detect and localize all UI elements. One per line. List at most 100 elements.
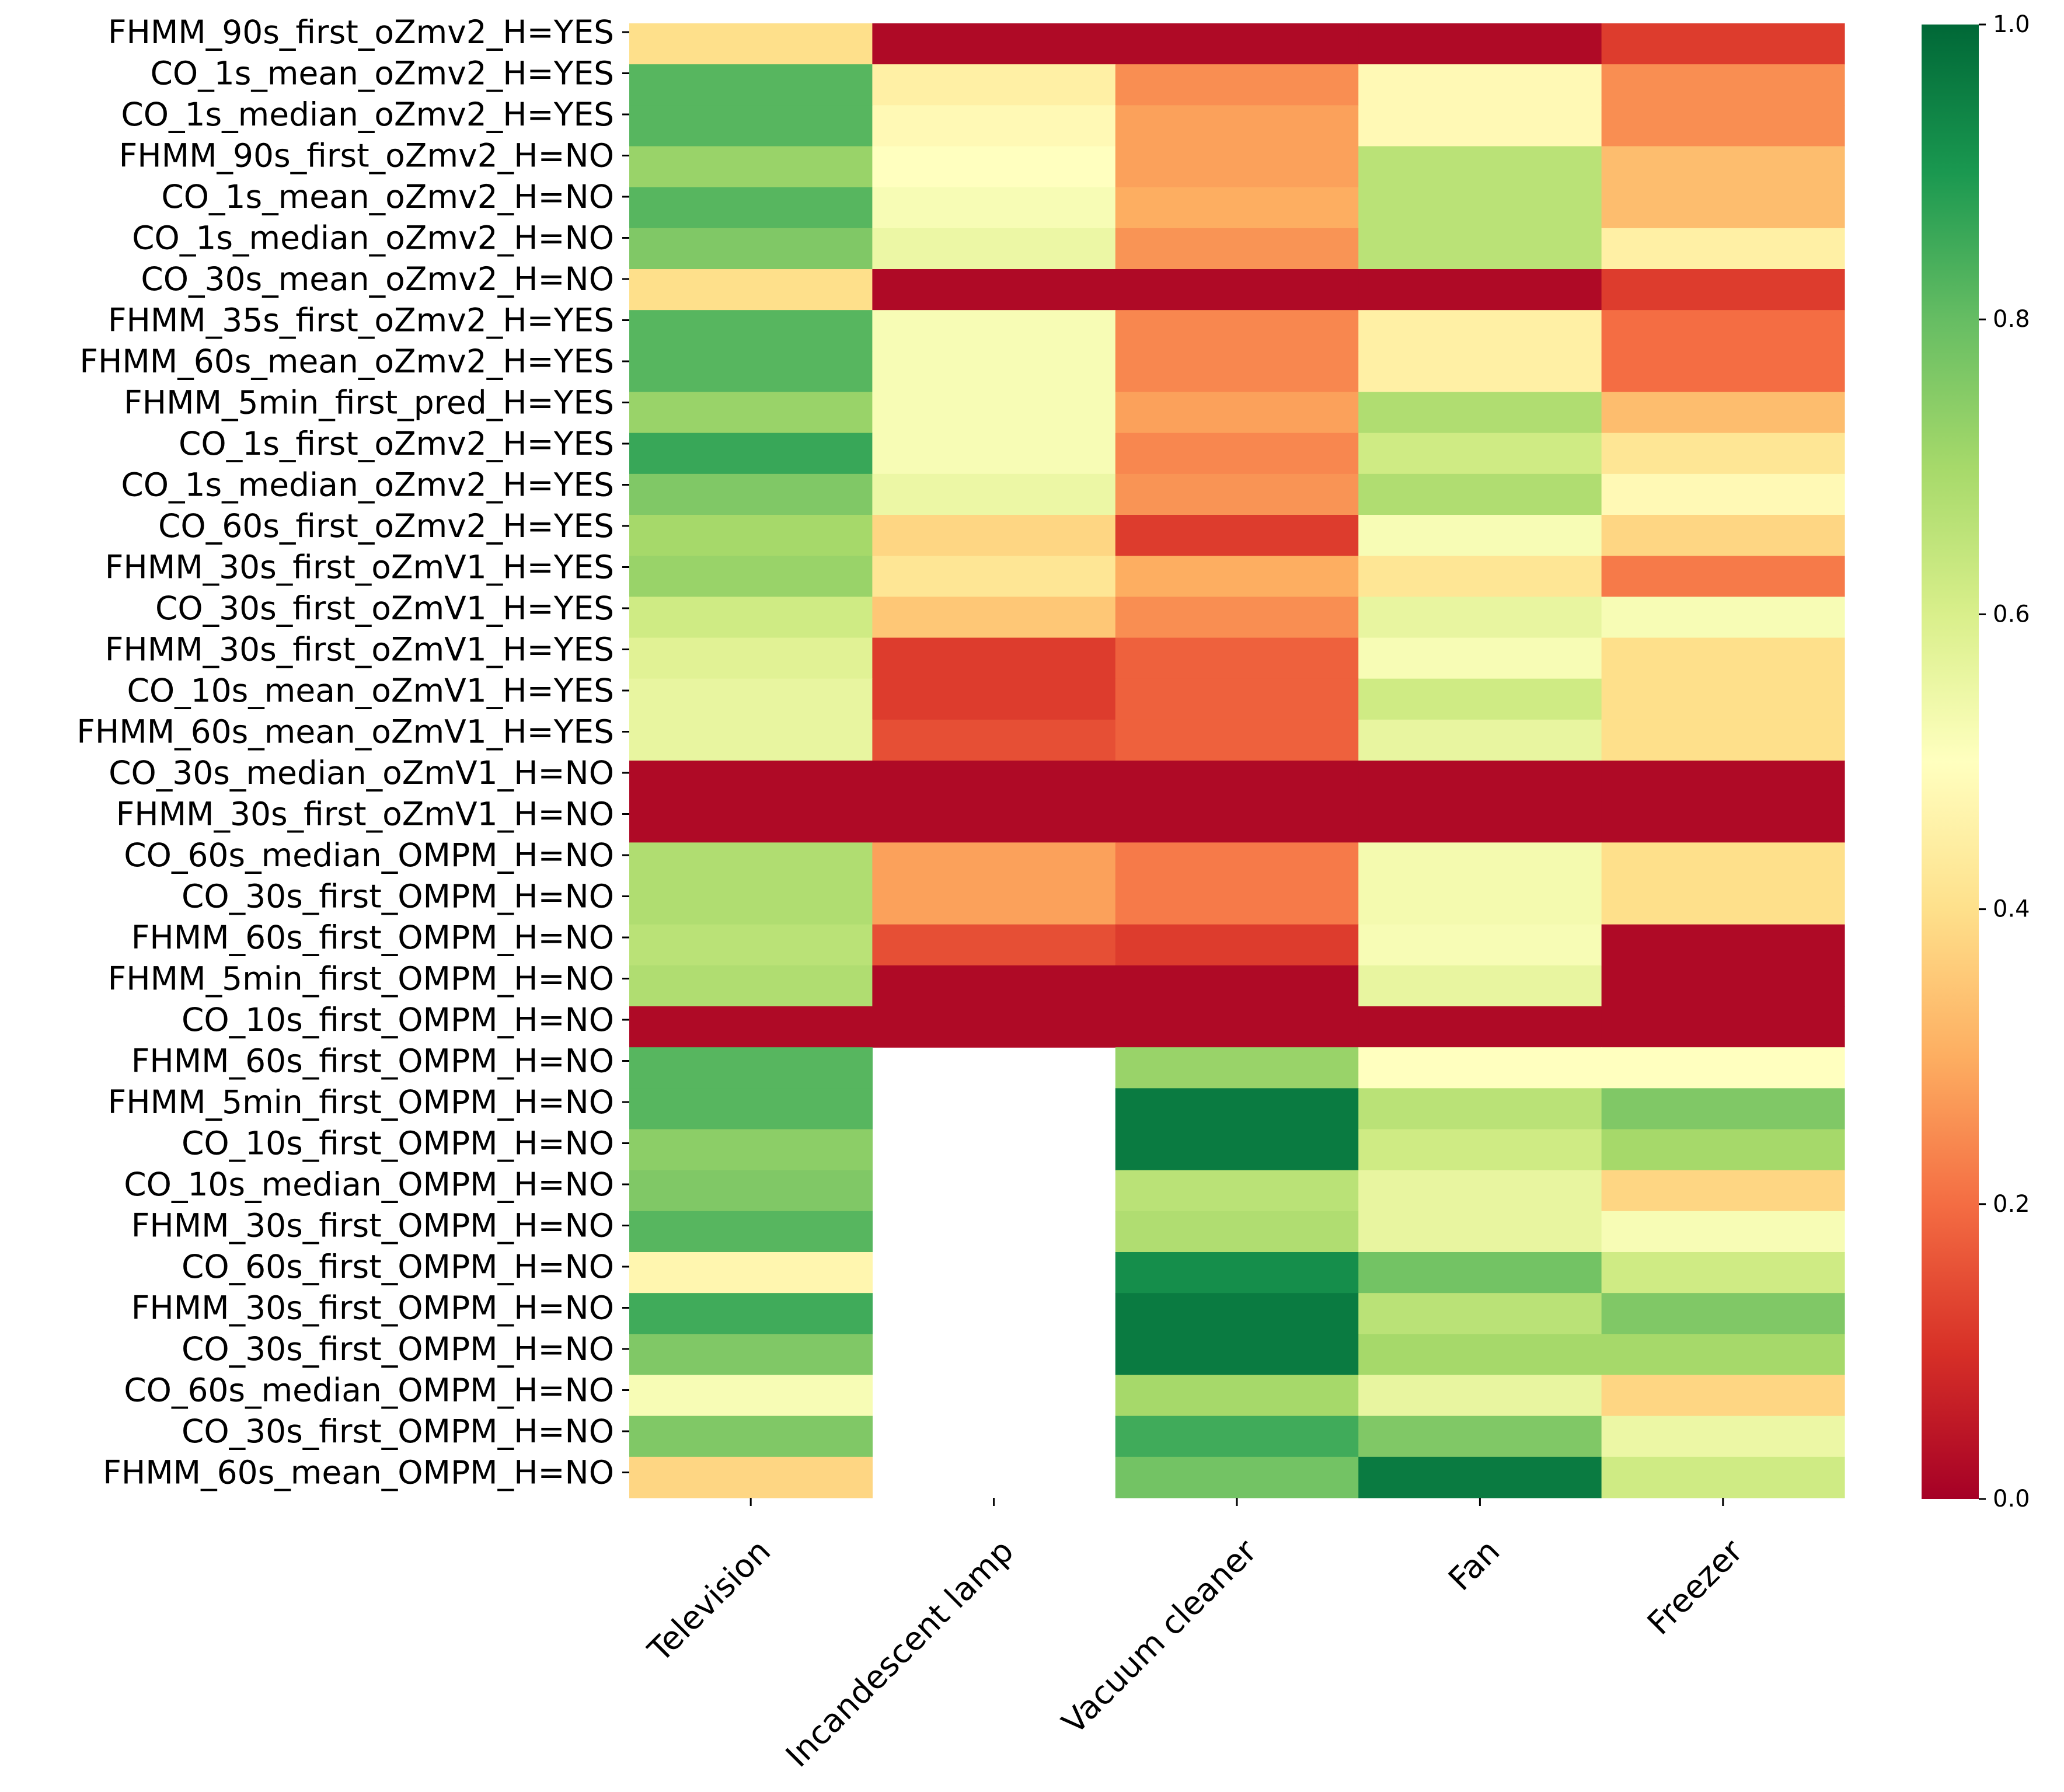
heatmap-cell: [629, 1006, 873, 1048]
heatmap-cell: [629, 761, 873, 802]
heatmap-cell: [1601, 392, 1845, 434]
heatmap-cell: [872, 228, 1116, 270]
heatmap-cell: [1358, 965, 1602, 1007]
heatmap-cell: [1115, 1129, 1359, 1171]
row-label: CO_1s_mean_oZmv2_H=NO: [161, 178, 614, 215]
heatmap-cell: [629, 310, 873, 351]
heatmap-cell: [1358, 924, 1602, 966]
row-label: CO_1s_first_oZmv2_H=YES: [179, 425, 614, 462]
heatmap-cell: [629, 719, 873, 761]
heatmap-cell: [1601, 310, 1845, 351]
heatmap-cell: [1115, 597, 1359, 639]
heatmap-cell: [1115, 1211, 1359, 1253]
heatmap-cell: [1358, 1211, 1602, 1253]
heatmap-cell: [1115, 64, 1359, 106]
heatmap-cell: [872, 719, 1116, 761]
heatmap-cell: [629, 515, 873, 556]
heatmap-cell: [629, 1416, 873, 1458]
heatmap-cell: [1601, 556, 1845, 597]
heatmap-cell: [629, 883, 873, 925]
heatmap-cell: [1601, 1211, 1845, 1253]
heatmap-cell: [872, 105, 1116, 147]
row-label: CO_30s_first_OMPM_H=NO: [182, 1413, 614, 1450]
heatmap-cell: [629, 351, 873, 393]
heatmap-cell: [1358, 228, 1602, 270]
column-label: Fan: [1441, 1532, 1507, 1598]
heatmap-cell: [872, 883, 1116, 925]
colorbar-tick-label: 0.4: [1993, 896, 2030, 923]
row-label: FHMM_90s_first_oZmv2_H=YES: [108, 13, 614, 51]
heatmap-cell: [1358, 515, 1602, 556]
heatmap-cell: [1358, 1375, 1602, 1417]
heatmap-cell: [1115, 23, 1359, 65]
heatmap-cell: [1115, 719, 1359, 761]
colorbar-tick-label: 0.8: [1993, 306, 2030, 333]
heatmap-cell: [1601, 637, 1845, 679]
row-label: FHMM_90s_first_oZmv2_H=NO: [119, 137, 614, 175]
heatmap-cell: [629, 473, 873, 515]
heatmap-cell: [1358, 1334, 1602, 1376]
heatmap-cell: [1358, 64, 1602, 106]
heatmap-cell: [1115, 1252, 1359, 1294]
row-label: FHMM_60s_first_OMPM_H=NO: [131, 1043, 614, 1080]
heatmap-cell: [629, 105, 873, 147]
row-label: CO_30s_first_OMPM_H=NO: [182, 878, 614, 915]
heatmap-cell: [1601, 105, 1845, 147]
row-label: CO_1s_median_oZmv2_H=YES: [121, 466, 614, 504]
heatmap-cell: [629, 556, 873, 597]
heatmap-cell: [1358, 1006, 1602, 1048]
heatmap-cell: [1115, 842, 1359, 884]
heatmap-cell: [1601, 597, 1845, 639]
heatmap-cell: [1601, 1334, 1845, 1376]
heatmap-cell: [872, 310, 1116, 351]
heatmap-cell: [1358, 269, 1602, 311]
heatmap-cell: [1115, 801, 1359, 843]
heatmap-cell: [872, 146, 1116, 188]
heatmap-cell: [1601, 187, 1845, 229]
heatmap-cell: [1601, 842, 1845, 884]
heatmap-cell: [872, 597, 1116, 639]
heatmap-cell: [1115, 433, 1359, 475]
row-label: FHMM_30s_first_OMPM_H=NO: [131, 1207, 614, 1244]
heatmap-cell: [1115, 924, 1359, 966]
heatmap-cell: [1115, 678, 1359, 720]
column-label: Freezer: [1640, 1532, 1750, 1642]
row-label: FHMM_60s_mean_OMPM_H=NO: [103, 1454, 614, 1491]
heatmap-cell: [1601, 1088, 1845, 1130]
row-label: CO_1s_median_oZmv2_H=NO: [132, 219, 614, 257]
heatmap-cell: [1601, 1293, 1845, 1334]
heatmap-cell: [1115, 1456, 1359, 1498]
heatmap-cell: [1358, 1456, 1602, 1498]
heatmap-cell: [1115, 515, 1359, 556]
heatmap-cell: [1358, 842, 1602, 884]
row-labels: FHMM_90s_first_oZmv2_H=YES CO_1s_mean_oZm…: [76, 13, 629, 1491]
heatmap-cell: [1115, 556, 1359, 597]
heatmap-cell: [1601, 924, 1845, 966]
heatmap-cell: [1601, 433, 1845, 475]
heatmap-cell: [1115, 473, 1359, 515]
heatmap-cell: [1115, 1047, 1359, 1089]
row-label: CO_60s_median_OMPM_H=NO: [124, 1372, 614, 1409]
heatmap-cell: [1601, 64, 1845, 106]
heatmap-cell: [629, 1375, 873, 1417]
row-label: FHMM_30s_first_oZmV1_H=YES: [105, 549, 614, 586]
heatmap-cell: [872, 392, 1116, 434]
heatmap-cell: [1358, 105, 1602, 147]
heatmap-cell: [629, 1456, 873, 1498]
heatmap-cell: [1358, 719, 1602, 761]
heatmap-cell: [1601, 1252, 1845, 1294]
heatmap-cell: [1115, 1088, 1359, 1130]
heatmap-cell: [629, 637, 873, 679]
heatmap-cell: [1601, 761, 1845, 802]
row-label: CO_30s_first_oZmV1_H=YES: [155, 590, 614, 627]
heatmap-cell: [1115, 146, 1359, 188]
heatmap-cell: [629, 1334, 873, 1376]
heatmap-cell: [1358, 1416, 1602, 1458]
heatmap-cell: [1115, 965, 1359, 1007]
heatmap-cell: [1115, 761, 1359, 802]
column-labels: Television Incandescent lamp Vacuum cleane…: [640, 1498, 1750, 1774]
heatmap-cell: [872, 23, 1116, 65]
colorbar-tick-label: 0.6: [1993, 601, 2030, 627]
heatmap-cell: [1601, 719, 1845, 761]
heatmap-cell: [1115, 351, 1359, 393]
